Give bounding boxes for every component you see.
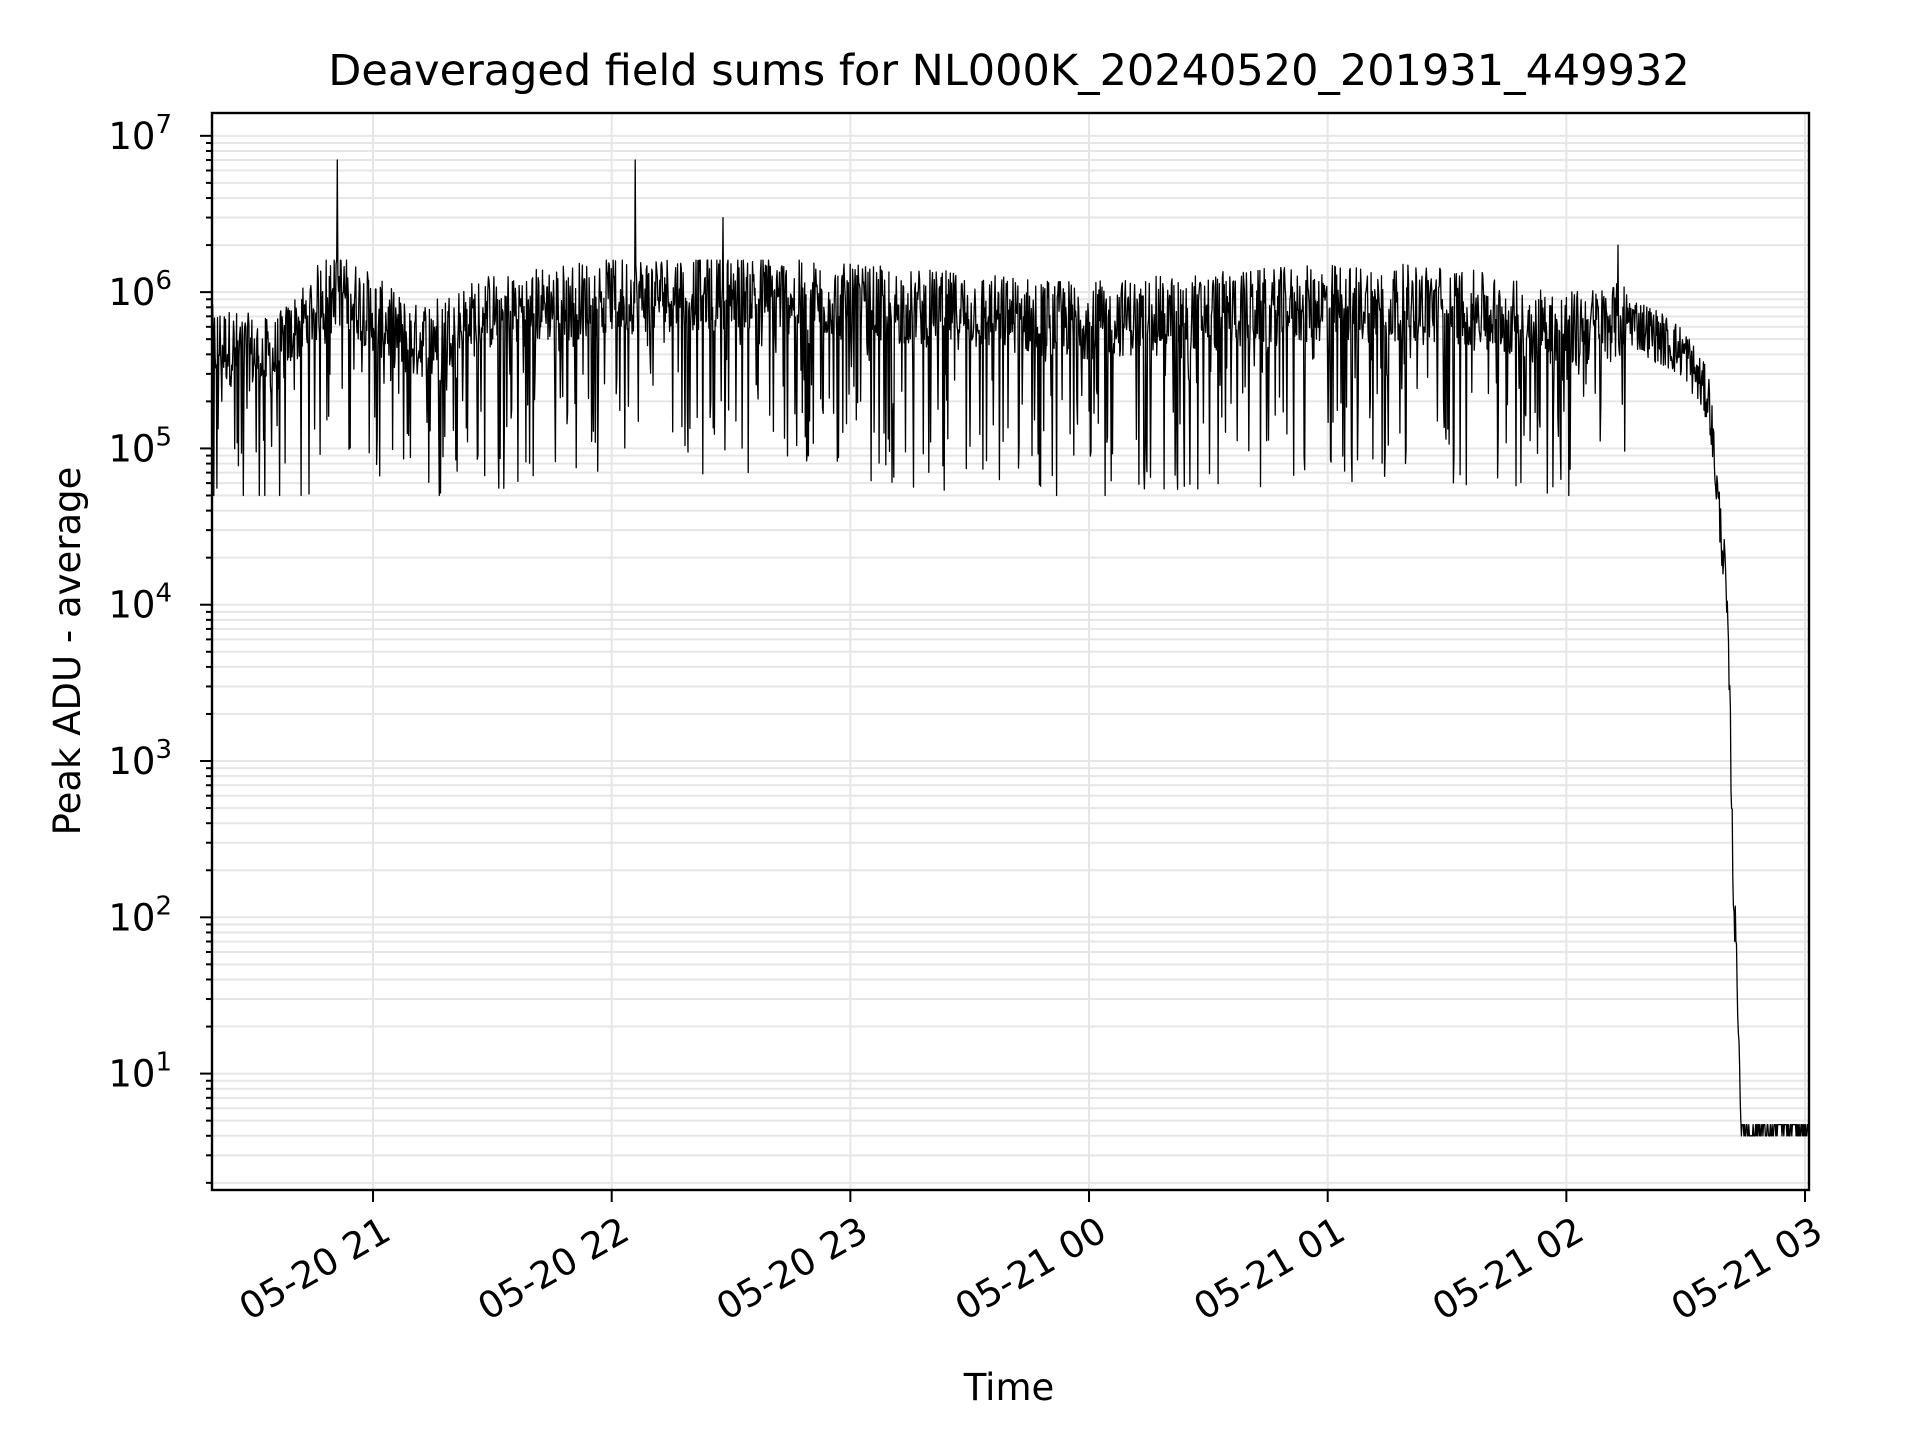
grid [212, 113, 1809, 1190]
x-tick-label: 05-21 02 [1425, 1209, 1591, 1329]
y-tick-label: 107 [108, 110, 172, 158]
y-tick-label: 106 [108, 266, 172, 314]
x-tick-label: 05-21 03 [1664, 1209, 1830, 1329]
y-axis: 101 102 103 104 105 106 107 [108, 110, 212, 1184]
y-tick-label: 105 [108, 422, 172, 470]
x-tick-label: 05-20 21 [232, 1209, 398, 1329]
y-axis-label: Peak ADU - average [46, 467, 89, 836]
chart-title: Deaveraged field sums for NL000K_2024052… [328, 46, 1689, 96]
y-tick-label: 104 [108, 579, 172, 627]
x-tick-label: 05-21 01 [1187, 1209, 1353, 1329]
x-tick-label: 05-20 22 [471, 1209, 637, 1329]
y-tick-label: 102 [108, 891, 172, 939]
x-axis: 05-20 21 05-20 22 05-20 23 05-21 00 05-21 01… [232, 1190, 1830, 1329]
y-tick-label: 103 [108, 735, 172, 783]
x-tick-label: 05-21 00 [948, 1209, 1114, 1329]
x-tick-label: 05-20 23 [709, 1209, 875, 1329]
y-tick-label: 101 [108, 1048, 172, 1096]
x-axis-label: Time [963, 1366, 1055, 1409]
series-line [211, 159, 1810, 1137]
